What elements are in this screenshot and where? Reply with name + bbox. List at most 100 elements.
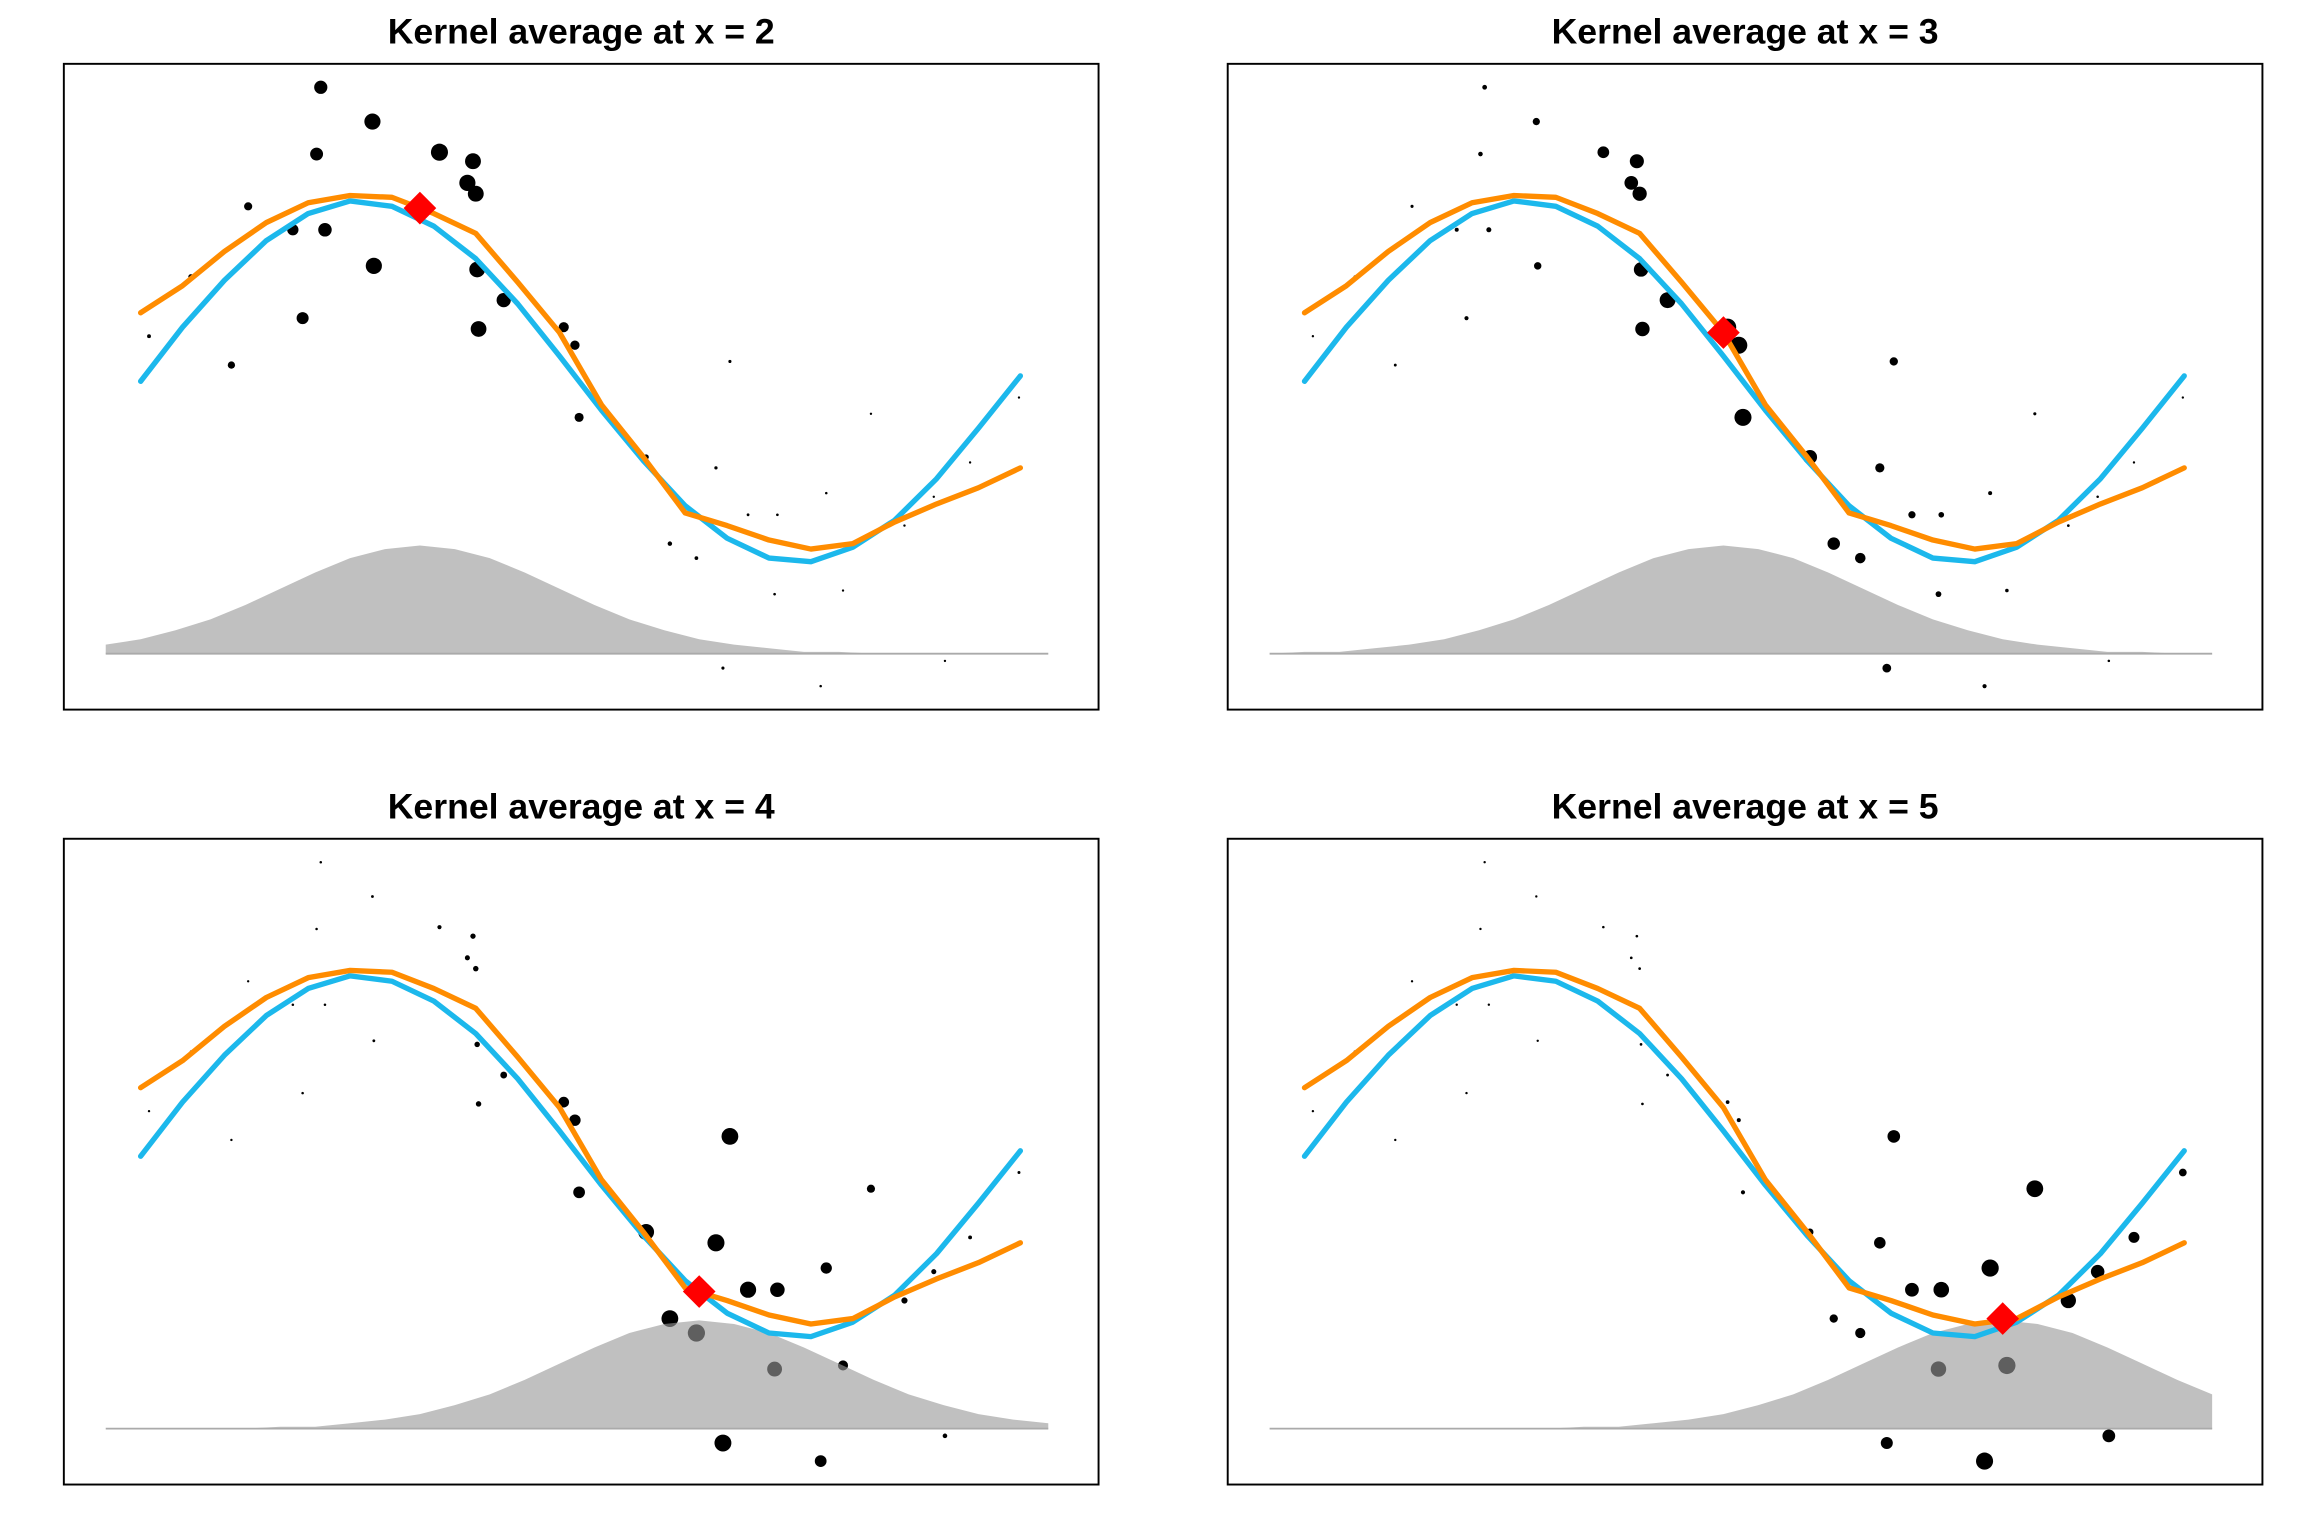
data-point	[459, 174, 476, 191]
data-point	[1981, 1259, 1999, 1277]
data-point	[2033, 412, 2037, 416]
data-point	[1624, 176, 1639, 190]
data-point	[866, 1184, 876, 1193]
panel-frame	[62, 837, 1100, 1486]
data-point	[1874, 1237, 1886, 1249]
data-point	[2132, 461, 2136, 464]
data-point	[570, 340, 580, 350]
data-point	[869, 412, 873, 415]
data-point	[364, 113, 381, 130]
data-point	[323, 1003, 327, 1006]
data-point	[2026, 1180, 2044, 1198]
data-point	[500, 1071, 508, 1079]
data-point	[1410, 204, 1414, 208]
data-point	[1908, 511, 1916, 519]
kernel-area	[105, 1320, 1049, 1429]
data-point	[1602, 925, 1605, 929]
data-point	[1394, 1138, 1397, 1142]
data-point	[1740, 1190, 1746, 1195]
data-point	[721, 666, 725, 670]
data-point	[430, 143, 449, 161]
data-point	[1464, 316, 1469, 321]
data-point	[470, 933, 476, 939]
panel-title: Kernel average at x = 3	[1552, 12, 1939, 52]
data-point	[932, 495, 935, 498]
data-point	[1982, 684, 1987, 689]
data-point	[667, 541, 673, 546]
data-point	[246, 980, 250, 983]
data-point	[318, 223, 332, 237]
curve	[1301, 192, 2187, 552]
data-point	[820, 1262, 832, 1274]
data-point	[319, 860, 323, 864]
data-point	[473, 965, 479, 972]
data-point	[746, 513, 750, 517]
data-point	[1486, 227, 1492, 233]
plot-area	[105, 80, 1049, 688]
data-point	[1482, 84, 1488, 90]
data-point	[1638, 967, 1641, 970]
data-point	[574, 412, 584, 422]
data-point	[1855, 1327, 1866, 1339]
data-point	[296, 312, 309, 325]
plot-area	[1269, 84, 2213, 689]
data-point	[470, 321, 487, 337]
data-point	[558, 322, 569, 333]
data-point	[776, 513, 779, 517]
data-point	[1639, 1043, 1643, 1046]
curve	[1301, 973, 2187, 1340]
data-point	[968, 1235, 973, 1240]
data-point	[841, 589, 845, 592]
data-point	[372, 1039, 376, 1043]
data-point	[1455, 1003, 1458, 1006]
data-point	[1017, 1170, 1021, 1174]
data-point	[1905, 1282, 1919, 1297]
kernel-area	[1269, 545, 2213, 654]
data-point	[728, 359, 732, 364]
data-point	[291, 1003, 295, 1006]
panel-frame	[1226, 837, 2264, 1486]
data-point	[1311, 1109, 1315, 1113]
data-point	[475, 1101, 482, 1107]
data-point	[1393, 363, 1397, 367]
data-point	[1629, 154, 1644, 169]
data-point	[1454, 227, 1459, 232]
data-point	[903, 524, 906, 527]
panel: Kernel average at x = 3	[1226, 12, 2264, 711]
panel-title: Kernel average at x = 2	[388, 12, 775, 52]
curve	[1301, 198, 2187, 565]
data-point	[1635, 934, 1639, 938]
data-point	[2066, 524, 2070, 527]
data-point	[2005, 588, 2009, 593]
data-point	[573, 1186, 585, 1199]
data-point	[661, 1310, 679, 1327]
data-point	[1829, 1314, 1838, 1323]
data-point	[301, 1091, 304, 1095]
data-point	[943, 659, 947, 663]
data-point	[1597, 146, 1610, 159]
data-point	[1535, 895, 1538, 898]
data-point	[1666, 1073, 1669, 1077]
data-point	[558, 1096, 570, 1108]
data-point	[465, 153, 481, 170]
data-point	[474, 1041, 480, 1048]
data-point	[1536, 1039, 1539, 1042]
data-point	[147, 1109, 151, 1113]
data-point	[1933, 1281, 1950, 1298]
panel-frame	[1226, 62, 2264, 711]
kernel-area	[105, 545, 1049, 654]
data-point	[1882, 663, 1892, 673]
panel-title: Kernel average at x = 4	[388, 786, 775, 826]
panel: Kernel average at x = 5	[1226, 786, 2264, 1486]
data-point	[1976, 1452, 1994, 1470]
data-point	[365, 257, 382, 274]
data-point	[464, 955, 470, 961]
data-point	[770, 1282, 785, 1297]
data-point	[230, 1138, 233, 1142]
data-point	[931, 1269, 937, 1275]
data-point	[2096, 495, 2099, 499]
data-point	[694, 556, 699, 560]
data-point	[1875, 463, 1885, 473]
kernel-estimate-marker	[403, 191, 437, 225]
